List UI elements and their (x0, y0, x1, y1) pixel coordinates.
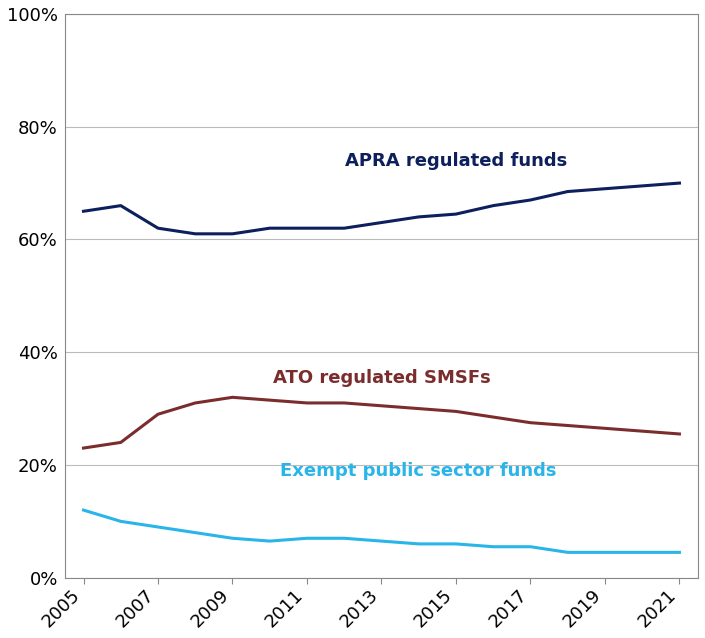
Text: ATO regulated SMSFs: ATO regulated SMSFs (273, 369, 491, 387)
Text: APRA regulated funds: APRA regulated funds (345, 152, 567, 170)
Text: Exempt public sector funds: Exempt public sector funds (281, 462, 557, 480)
